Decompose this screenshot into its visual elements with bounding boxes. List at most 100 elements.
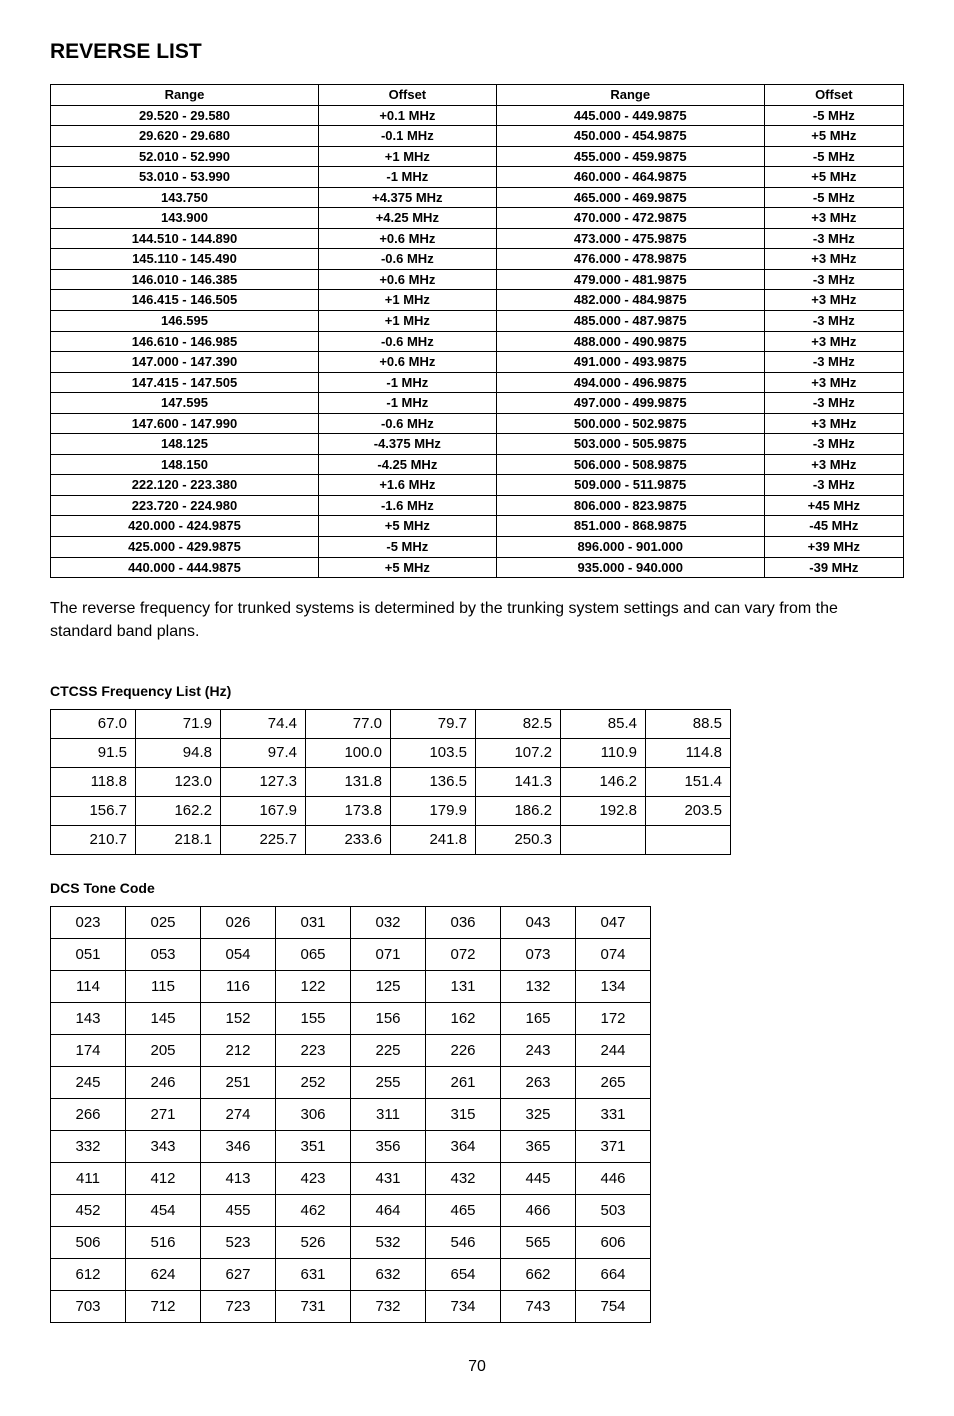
table-cell: 173.8 [306, 796, 391, 825]
table-row: 223.720 - 224.980-1.6 MHz806.000 - 823.9… [51, 495, 904, 516]
table-cell: 29.620 - 29.680 [51, 126, 319, 147]
table-row: 147.595-1 MHz497.000 - 499.9875-3 MHz [51, 393, 904, 414]
dcs-heading: DCS Tone Code [50, 880, 904, 896]
table-cell: 506 [51, 1226, 126, 1258]
table-row: 53.010 - 53.990-1 MHz460.000 - 464.9875+… [51, 167, 904, 188]
table-cell: 143 [51, 1002, 126, 1034]
table-cell: 516 [126, 1226, 201, 1258]
table-cell: +3 MHz [764, 249, 903, 270]
table-cell: 445.000 - 449.9875 [496, 105, 764, 126]
table-cell: 732 [351, 1290, 426, 1322]
table-cell: 464 [351, 1194, 426, 1226]
table-cell: 88.5 [646, 709, 731, 738]
table-row: 156.7162.2167.9173.8179.9186.2192.8203.5 [51, 796, 731, 825]
table-cell: 136.5 [391, 767, 476, 796]
table-cell: 53.010 - 53.990 [51, 167, 319, 188]
table-cell: +5 MHz [764, 126, 903, 147]
table-cell: -0.6 MHz [318, 249, 496, 270]
table-cell: 723 [201, 1290, 276, 1322]
table-cell: +5 MHz [318, 557, 496, 578]
table-cell: 465.000 - 469.9875 [496, 187, 764, 208]
table-cell: 261 [426, 1066, 501, 1098]
table-cell: 122 [276, 970, 351, 1002]
col-offset-2: Offset [764, 85, 903, 106]
table-cell: 174 [51, 1034, 126, 1066]
table-cell: 306 [276, 1098, 351, 1130]
table-cell: 245 [51, 1066, 126, 1098]
table-cell: 179.9 [391, 796, 476, 825]
table-row: 266271274306311315325331 [51, 1098, 651, 1130]
table-cell: 371 [576, 1130, 651, 1162]
table-cell: 043 [501, 906, 576, 938]
table-cell: 351 [276, 1130, 351, 1162]
table-row: 29.520 - 29.580+0.1 MHz445.000 - 449.987… [51, 105, 904, 126]
table-cell: 165 [501, 1002, 576, 1034]
table-cell: -5 MHz [764, 105, 903, 126]
table-cell: 356 [351, 1130, 426, 1162]
table-cell: 054 [201, 938, 276, 970]
table-cell: -3 MHz [764, 269, 903, 290]
table-row: 148.125-4.375 MHz503.000 - 505.9875-3 MH… [51, 434, 904, 455]
table-cell: 325 [501, 1098, 576, 1130]
table-cell: 146.2 [561, 767, 646, 796]
table-cell: 476.000 - 478.9875 [496, 249, 764, 270]
table-cell: 125 [351, 970, 426, 1002]
table-cell: +4.25 MHz [318, 208, 496, 229]
table-cell: -3 MHz [764, 228, 903, 249]
table-cell: 465 [426, 1194, 501, 1226]
table-cell: 225 [351, 1034, 426, 1066]
dcs-table: 0230250260310320360430470510530540650710… [50, 906, 651, 1323]
table-cell: 606 [576, 1226, 651, 1258]
table-cell: +3 MHz [764, 372, 903, 393]
table-cell: 806.000 - 823.9875 [496, 495, 764, 516]
table-cell: 148.125 [51, 434, 319, 455]
table-cell: 364 [426, 1130, 501, 1162]
table-cell: +1 MHz [318, 311, 496, 332]
table-cell: 503.000 - 505.9875 [496, 434, 764, 455]
table-cell: 754 [576, 1290, 651, 1322]
table-cell: +0.6 MHz [318, 269, 496, 290]
table-row: 147.600 - 147.990-0.6 MHz500.000 - 502.9… [51, 413, 904, 434]
table-cell: +3 MHz [764, 331, 903, 352]
table-cell: 146.610 - 146.985 [51, 331, 319, 352]
table-cell: 147.600 - 147.990 [51, 413, 319, 434]
table-row: 114115116122125131132134 [51, 970, 651, 1002]
table-cell: -4.25 MHz [318, 454, 496, 475]
table-cell: +45 MHz [764, 495, 903, 516]
table-row: 144.510 - 144.890+0.6 MHz473.000 - 475.9… [51, 228, 904, 249]
page-number: 70 [50, 1358, 904, 1376]
table-row: 411412413423431432445446 [51, 1162, 651, 1194]
table-cell: 172 [576, 1002, 651, 1034]
table-cell: 151.4 [646, 767, 731, 796]
table-cell: 252 [276, 1066, 351, 1098]
table-cell: 935.000 - 940.000 [496, 557, 764, 578]
table-cell: +0.6 MHz [318, 352, 496, 373]
table-cell: -5 MHz [318, 537, 496, 558]
table-cell: 218.1 [136, 825, 221, 854]
table-cell: 425.000 - 429.9875 [51, 537, 319, 558]
table-cell: 703 [51, 1290, 126, 1322]
table-cell: 94.8 [136, 738, 221, 767]
table-cell: 271 [126, 1098, 201, 1130]
table-cell: 460.000 - 464.9875 [496, 167, 764, 188]
table-cell: 053 [126, 938, 201, 970]
table-cell: 331 [576, 1098, 651, 1130]
table-cell: 332 [51, 1130, 126, 1162]
table-cell: +3 MHz [764, 208, 903, 229]
table-cell: 144.510 - 144.890 [51, 228, 319, 249]
table-cell: +4.375 MHz [318, 187, 496, 208]
table-cell: 423 [276, 1162, 351, 1194]
table-cell: 131 [426, 970, 501, 1002]
table-cell: 265 [576, 1066, 651, 1098]
table-cell: -3 MHz [764, 434, 903, 455]
table-cell: 233.6 [306, 825, 391, 854]
table-cell: 446 [576, 1162, 651, 1194]
table-row: 051053054065071072073074 [51, 938, 651, 970]
table-cell: 127.3 [221, 767, 306, 796]
table-cell: +1 MHz [318, 290, 496, 311]
table-cell: 026 [201, 906, 276, 938]
table-cell [561, 825, 646, 854]
table-cell: -0.6 MHz [318, 413, 496, 434]
table-cell: 047 [576, 906, 651, 938]
table-cell: 162.2 [136, 796, 221, 825]
